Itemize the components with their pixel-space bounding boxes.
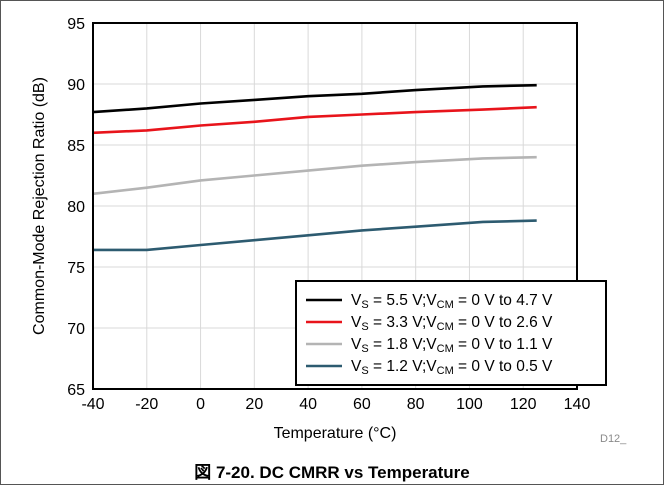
series-line-2	[92, 105, 537, 135]
series-line-1	[92, 83, 537, 114]
y-tick-label: 90	[67, 77, 85, 94]
cmrr-line-chart: -40 -20 0 20 40 60 80 100 120 140 65 70 75 80 85 90 95 Te…	[31, 16, 627, 445]
legend-subscript: S	[361, 321, 368, 333]
legend-entry-1: VS = 5.5 V;VCM = 0 V to 4.7 V	[351, 292, 553, 311]
x-tick-label: 0	[196, 396, 205, 413]
legend-subscript: CM	[437, 343, 454, 355]
legend-subscript: S	[361, 343, 368, 355]
y-tick-label: 95	[67, 16, 85, 33]
x-tick-label: -40	[81, 396, 104, 413]
figure-code-label: D12_	[600, 433, 627, 445]
y-axis-label: Common-Mode Rejection Ratio (dB)	[31, 77, 48, 335]
legend-subscript: CM	[437, 299, 454, 311]
legend-entry-2: VS = 3.3 V;VCM = 0 V to 2.6 V	[351, 314, 553, 333]
plot-border	[92, 22, 578, 390]
legend-text-part: = 0 V to 0.5 V	[454, 358, 553, 375]
x-tick-label: 120	[510, 396, 537, 413]
legend-subscript: S	[361, 365, 368, 377]
x-tick-label: 60	[353, 396, 371, 413]
legend-text-part: = 0 V to 4.7 V	[454, 292, 553, 309]
legend-subscript: CM	[437, 365, 454, 377]
x-tick-label: 40	[299, 396, 317, 413]
series-line-3	[92, 155, 537, 196]
x-tick-label: 100	[456, 396, 483, 413]
legend-text-part: V	[351, 292, 362, 309]
legend-entry-3: VS = 1.8 V;VCM = 0 V to 1.1 V	[351, 336, 553, 355]
legend-text-part: V	[351, 336, 362, 353]
y-tick-label: 80	[67, 199, 85, 216]
x-axis-label: Temperature (°C)	[274, 425, 397, 442]
x-tick-label: 140	[564, 396, 591, 413]
legend-text-part: = 5.5 V;V	[369, 292, 438, 309]
legend-text-part: = 1.2 V;V	[369, 358, 438, 375]
y-tick-label: 65	[67, 382, 85, 399]
x-tick-label: 20	[245, 396, 263, 413]
legend-box	[295, 280, 607, 386]
legend-text-part: = 0 V to 2.6 V	[454, 314, 553, 331]
figure-caption: 図 7-20. DC CMRR vs Temperature	[194, 463, 470, 482]
y-tick-label: 75	[67, 260, 85, 277]
legend-text-part: = 3.3 V;V	[369, 314, 438, 331]
legend-text-part: = 1.8 V;V	[369, 336, 438, 353]
y-tick-label: 85	[67, 138, 85, 155]
x-tick-label: -20	[135, 396, 158, 413]
legend-entry-4: VS = 1.2 V;VCM = 0 V to 0.5 V	[351, 358, 553, 377]
series-line-4	[93, 219, 537, 252]
legend-subscript: S	[361, 299, 368, 311]
legend-subscript: CM	[437, 321, 454, 333]
legend-text-part: V	[351, 314, 362, 331]
legend-text-part: V	[351, 358, 362, 375]
x-tick-label: 80	[407, 396, 425, 413]
legend-text-part: = 0 V to 1.1 V	[454, 336, 553, 353]
y-tick-label: 70	[67, 321, 85, 338]
